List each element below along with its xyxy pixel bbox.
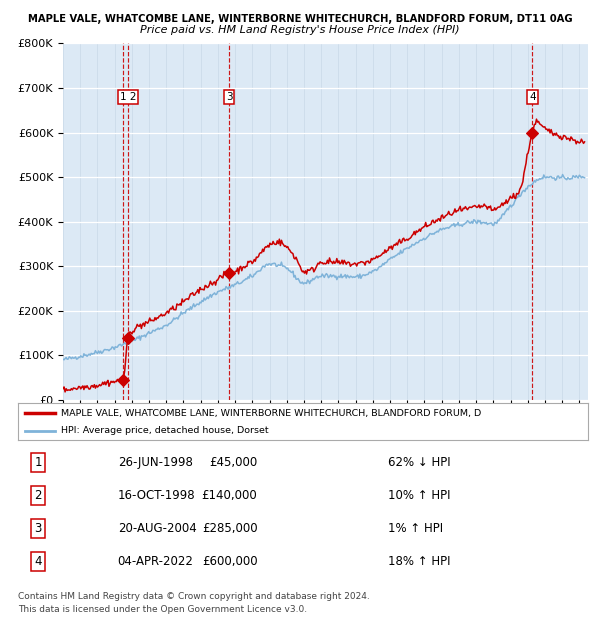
Text: 3: 3	[34, 522, 41, 535]
Point	[118, 375, 128, 385]
Text: 1% ↑ HPI: 1% ↑ HPI	[389, 522, 443, 535]
Text: 18% ↑ HPI: 18% ↑ HPI	[389, 555, 451, 568]
Text: £285,000: £285,000	[202, 522, 257, 535]
Text: MAPLE VALE, WHATCOMBE LANE, WINTERBORNE WHITECHURCH, BLANDFORD FORUM, DT11 0AG: MAPLE VALE, WHATCOMBE LANE, WINTERBORNE …	[28, 14, 572, 24]
Text: Contains HM Land Registry data © Crown copyright and database right 2024.: Contains HM Land Registry data © Crown c…	[18, 592, 370, 601]
Text: 04-APR-2022: 04-APR-2022	[118, 555, 194, 568]
Text: £140,000: £140,000	[202, 489, 257, 502]
Text: 10% ↑ HPI: 10% ↑ HPI	[389, 489, 451, 502]
Text: 3: 3	[226, 92, 232, 102]
Text: 20-AUG-2004: 20-AUG-2004	[118, 522, 197, 535]
Text: 62% ↓ HPI: 62% ↓ HPI	[389, 456, 451, 469]
Text: £45,000: £45,000	[209, 456, 257, 469]
Text: 16-OCT-1998: 16-OCT-1998	[118, 489, 196, 502]
Text: MAPLE VALE, WHATCOMBE LANE, WINTERBORNE WHITECHURCH, BLANDFORD FORUM, D: MAPLE VALE, WHATCOMBE LANE, WINTERBORNE …	[61, 409, 481, 418]
Text: 4: 4	[529, 92, 536, 102]
Text: HPI: Average price, detached house, Dorset: HPI: Average price, detached house, Dors…	[61, 427, 268, 435]
Point	[224, 268, 234, 278]
Text: Price paid vs. HM Land Registry's House Price Index (HPI): Price paid vs. HM Land Registry's House …	[140, 25, 460, 35]
Text: This data is licensed under the Open Government Licence v3.0.: This data is licensed under the Open Gov…	[18, 604, 307, 614]
Text: 4: 4	[34, 555, 42, 568]
Point	[527, 128, 537, 138]
Point	[124, 332, 133, 342]
Text: £600,000: £600,000	[202, 555, 257, 568]
Text: 1: 1	[34, 456, 42, 469]
Text: 1 2: 1 2	[120, 92, 136, 102]
Text: 2: 2	[34, 489, 42, 502]
Text: 26-JUN-1998: 26-JUN-1998	[118, 456, 193, 469]
